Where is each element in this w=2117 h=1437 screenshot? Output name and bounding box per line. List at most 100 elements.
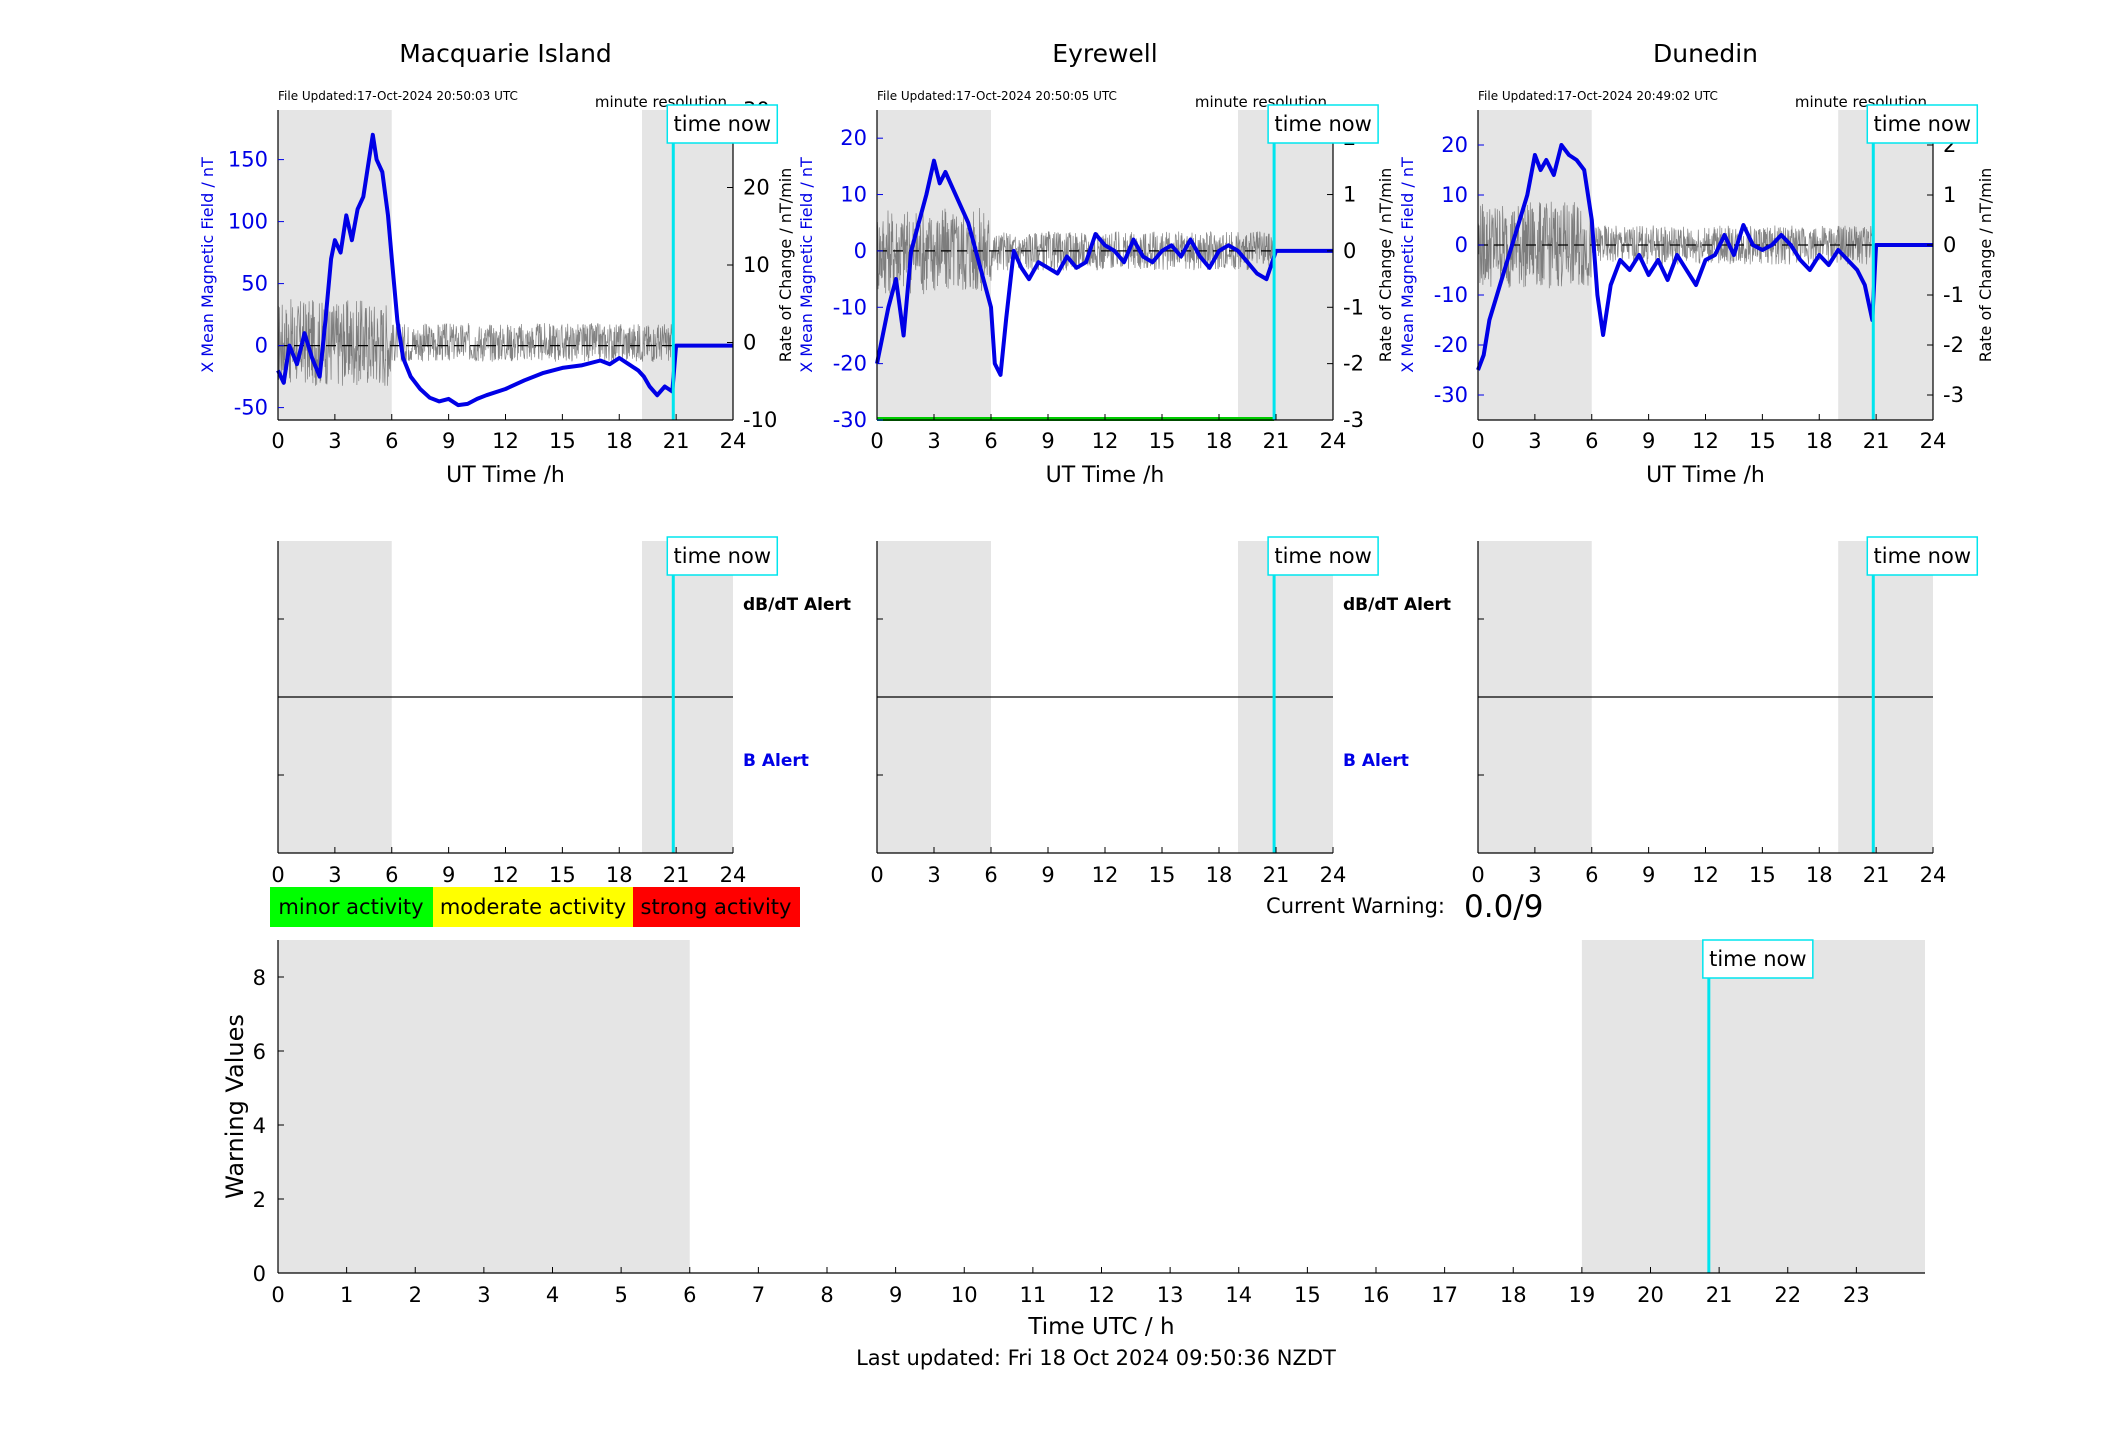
x-tick-label: 21 (1863, 429, 1890, 453)
y-tick-label: 8 (253, 966, 266, 990)
x-tick-label: 21 (1263, 429, 1290, 453)
y-right-tick-label: -1 (1343, 295, 1364, 319)
x-tick-label: 9 (442, 429, 455, 453)
y-left-tick-label: 20 (1441, 133, 1468, 157)
x-tick-label: 14 (1225, 1283, 1252, 1307)
b-alert-label: B Alert (743, 751, 809, 771)
station-title: Eyrewell (1052, 39, 1157, 68)
x-tick-label: 6 (1585, 863, 1598, 887)
x-tick-label: 15 (1294, 1283, 1321, 1307)
b-alert-label: B Alert (1343, 751, 1409, 771)
x-tick-label: 24 (1920, 863, 1947, 887)
y-left-tick-label: -10 (1434, 283, 1468, 307)
y-right-axis-label: Rate of Change / nT/min (776, 168, 795, 363)
y-right-tick-label: 0 (1943, 233, 1956, 257)
x-tick-label: 3 (927, 429, 940, 453)
y-left-tick-label: -20 (833, 352, 867, 376)
x-tick-label: 21 (1706, 1283, 1733, 1307)
x-tick-label: 19 (1569, 1283, 1596, 1307)
footer-last-updated: Last updated: Fri 18 Oct 2024 09:50:36 N… (856, 1346, 1336, 1370)
x-tick-label: 18 (1806, 429, 1833, 453)
time-now-label: time now (1274, 544, 1371, 568)
y-left-axis-label: X Mean Magnetic Field / nT (1398, 157, 1417, 373)
x-tick-label: 6 (385, 429, 398, 453)
y-right-tick-label: -10 (743, 408, 777, 432)
x-tick-label: 18 (1206, 429, 1233, 453)
x-tick-label: 1 (340, 1283, 353, 1307)
station-title: Macquarie Island (399, 39, 612, 68)
time-now-box (666, 104, 779, 144)
moderate-activity-label: moderate activity (440, 895, 626, 919)
y-left-tick-label: 10 (1441, 183, 1468, 207)
time-now-box (666, 536, 779, 576)
x-tick-label: 24 (720, 429, 747, 453)
x-tick-label: 7 (752, 1283, 765, 1307)
time-now-label: time now (674, 544, 771, 568)
y-tick-label: 2 (253, 1188, 266, 1212)
x-tick-label: 0 (870, 863, 883, 887)
x-tick-label: 23 (1843, 1283, 1870, 1307)
x-tick-label: 0 (1471, 863, 1484, 887)
x-tick-label: 0 (271, 429, 284, 453)
x-axis-label: UT Time /h (1646, 463, 1765, 488)
warning-panel: 0 1 2 3 4 5 6 7 8 9 10 11 12 13 14 15 16 17 18 19 20 21 22 2302… (221, 939, 1925, 1340)
x-tick-label: 0 (271, 1283, 284, 1307)
x-tick-label: 8 (820, 1283, 833, 1307)
time-now-box (1866, 104, 1979, 144)
y-tick-label: 4 (253, 1114, 266, 1138)
x-tick-label: 5 (614, 1283, 627, 1307)
y-right-tick-label: -3 (1943, 383, 1964, 407)
x-tick-label: 12 (1088, 1283, 1115, 1307)
x-tick-label: 2 (409, 1283, 422, 1307)
time-now-box (1267, 104, 1379, 144)
y-tick-label: 0 (253, 1262, 266, 1286)
time-now-label: time now (1274, 112, 1371, 136)
x-tick-label: 6 (683, 1283, 696, 1307)
magnetometer-panel: 03691215182124-50050100150-100102030Macq… (198, 39, 795, 488)
x-tick-label: 18 (606, 429, 633, 453)
magnetometer-panel: 0 3 6 9 12 15 18 21 24-30-20-1001020-3-2-1012Dun… (1398, 39, 1995, 488)
activity-legend: minor activity moderate activity strong … (270, 887, 800, 927)
x-tick-label: 12 (492, 863, 519, 887)
y-left-tick-label: -30 (833, 408, 867, 432)
x-tick-label: 12 (1692, 429, 1719, 453)
x-tick-label: 0 (271, 863, 284, 887)
x-tick-label: 24 (1320, 863, 1347, 887)
minor-activity-label: minor activity (278, 895, 423, 919)
x-mean-field-line (276, 132, 733, 408)
x-tick-label: 21 (1263, 863, 1290, 887)
y-right-tick-label: 1 (1343, 183, 1356, 207)
y-left-tick-label: 10 (840, 183, 867, 207)
night-shade (1581, 940, 1925, 1273)
y-tick-label: 6 (253, 1040, 266, 1064)
night-shade (278, 940, 690, 1273)
file-updated-note: File Updated:17-Oct-2024 20:50:05 UTC (877, 89, 1117, 103)
x-tick-label: 9 (889, 1283, 902, 1307)
x-tick-label: 13 (1157, 1283, 1184, 1307)
y-left-tick-label: -20 (1434, 333, 1468, 357)
y-left-axis-label: X Mean Magnetic Field / nT (198, 157, 217, 373)
x-tick-label: 3 (927, 863, 940, 887)
station-title: Dunedin (1653, 39, 1758, 68)
x-tick-label: 3 (1528, 863, 1541, 887)
x-tick-label: 12 (1092, 863, 1119, 887)
night-shade (1238, 110, 1333, 420)
y-right-tick-label: 10 (743, 253, 770, 277)
x-mean-field-line (1476, 143, 1933, 371)
x-tick-label: 4 (546, 1283, 559, 1307)
x-tick-label: 15 (1749, 429, 1776, 453)
x-tick-label: 3 (1528, 429, 1541, 453)
rate-of-change-line (876, 207, 1275, 295)
y-left-tick-label: 100 (228, 210, 268, 234)
x-tick-label: 18 (1206, 863, 1233, 887)
rate-of-change-line (277, 299, 674, 386)
y-right-tick-label: 20 (743, 176, 770, 200)
time-now-label: time now (674, 112, 771, 136)
x-tick-label: 15 (1749, 863, 1776, 887)
alert-panel: 0 3 6 9 12 15 18 21 24 dB/dT Alert B Alert time now (271, 536, 851, 887)
x-tick-label: 21 (663, 863, 690, 887)
x-tick-label: 9 (1041, 429, 1054, 453)
time-now-label: time now (1709, 947, 1806, 971)
y-left-tick-label: 0 (255, 334, 268, 358)
y-left-tick-label: -30 (1434, 383, 1468, 407)
